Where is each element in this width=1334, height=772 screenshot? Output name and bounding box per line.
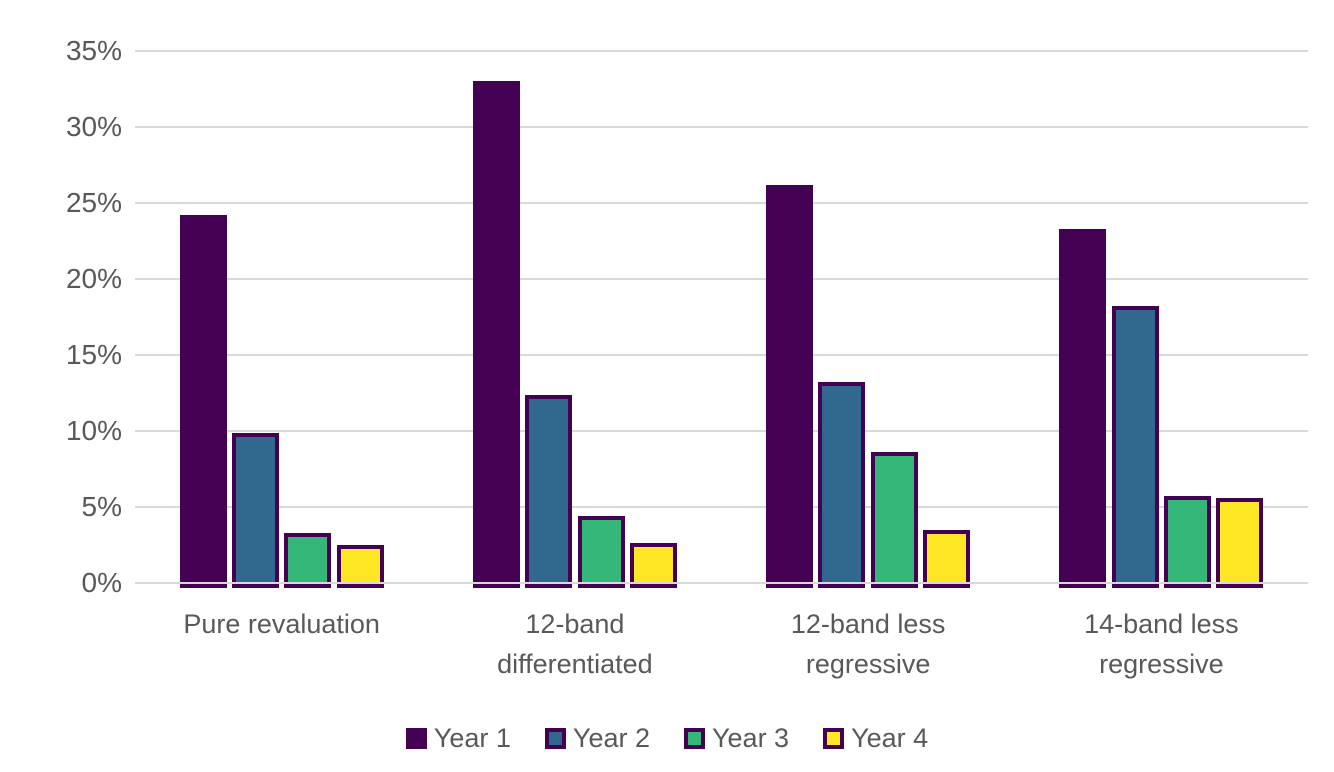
bar-year1-group2 — [472, 81, 520, 588]
legend: Year 1 Year 2 Year 3 Year 4 — [0, 712, 1334, 764]
gridline — [135, 126, 1308, 128]
legend-item-year3: Year 3 — [684, 723, 789, 754]
legend-label: Year 1 — [433, 722, 511, 753]
legend-swatch-icon — [405, 727, 427, 749]
category-label: 12-band differentiated — [428, 604, 721, 684]
y-tick-label: 0% — [81, 567, 122, 598]
bar-year2-group3 — [818, 382, 866, 588]
category-label-line: differentiated — [497, 649, 653, 679]
bar-year2-group4 — [1111, 306, 1159, 588]
gridline — [135, 50, 1308, 52]
bar-year3-group3 — [870, 452, 918, 588]
category-label-line: 12-band less — [790, 609, 946, 639]
category-label-line: regressive — [1099, 649, 1224, 679]
bar-year4-group1 — [336, 545, 384, 588]
legend-swatch-icon — [544, 727, 566, 749]
gridline — [135, 354, 1308, 356]
bar-year1-group3 — [766, 184, 814, 588]
legend-item-year1: Year 1 — [405, 722, 511, 754]
gridline — [135, 430, 1308, 432]
bar-year4-group4 — [1216, 497, 1264, 588]
bar-year1-group4 — [1059, 228, 1107, 588]
legend-label: Year 3 — [712, 722, 790, 753]
y-tick-label: 10% — [65, 415, 122, 446]
bar-year4-group3 — [923, 529, 971, 588]
legend-item-year2: Year 2 — [544, 722, 650, 754]
y-tick-label: 35% — [65, 35, 122, 66]
legend-swatch-icon — [684, 727, 705, 749]
y-tick-label: 30% — [65, 111, 122, 142]
gridline — [135, 202, 1308, 204]
bar-year4-group2 — [629, 543, 677, 588]
bar-year2-group2 — [525, 394, 573, 588]
plot-area — [135, 50, 1308, 588]
y-tick-label: 25% — [65, 187, 122, 218]
category-label-line: 14-band less — [1084, 609, 1239, 639]
y-tick-label: 15% — [65, 339, 122, 370]
category-label: Pure revaluation — [135, 604, 428, 644]
category-label-line: 12-band — [525, 609, 625, 639]
bar-year2-group1 — [231, 432, 279, 588]
legend-item-year4: Year 4 — [823, 723, 928, 754]
legend-label: Year 2 — [572, 722, 650, 753]
bar-year3-group4 — [1164, 496, 1212, 588]
gridline — [135, 506, 1308, 508]
legend-label: Year 4 — [851, 722, 929, 753]
legend-swatch-icon — [823, 727, 845, 749]
gridline-baseline — [135, 582, 1308, 584]
y-tick-label: 20% — [65, 263, 122, 294]
bar-year1-group1 — [179, 215, 227, 588]
category-label-line: regressive — [805, 649, 931, 679]
gridline — [135, 278, 1308, 280]
bar-year3-group1 — [284, 532, 332, 588]
bar-year3-group2 — [577, 516, 625, 588]
category-label: 14-band less regressive — [1015, 604, 1308, 684]
category-label: 12-band less regressive — [722, 604, 1015, 684]
y-tick-label: 5% — [81, 491, 122, 522]
category-label-line: Pure revaluation — [183, 609, 380, 639]
